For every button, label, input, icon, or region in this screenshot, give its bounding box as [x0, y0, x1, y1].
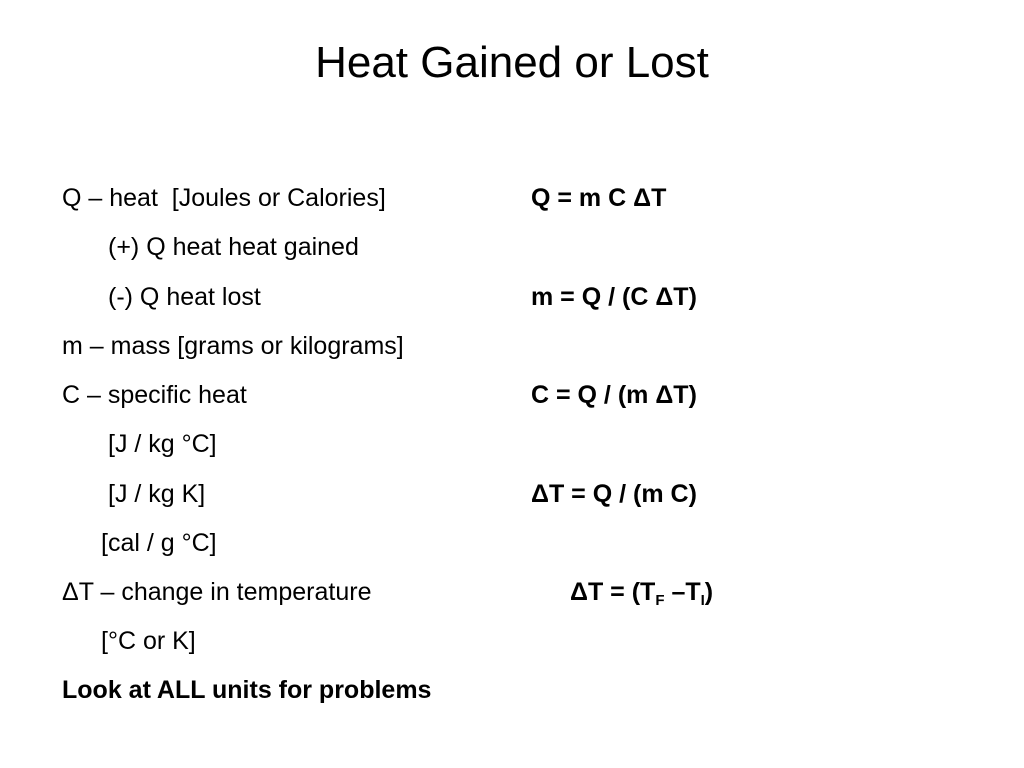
text-line: [J / kg °C] — [108, 430, 217, 458]
text-line: ΔT – change in temperature — [62, 578, 372, 606]
formula-part: ) — [704, 578, 714, 606]
text-line: (-) Q heat lost — [108, 283, 261, 311]
text-line: [cal / g °C] — [101, 529, 217, 557]
formula-subscript: F — [655, 592, 665, 609]
formula: m = Q / (C ΔT) — [531, 283, 697, 311]
text-line: [°C or K] — [101, 627, 196, 655]
text-line: C – specific heat — [62, 381, 247, 409]
text-line: (+) Q heat heat gained — [108, 233, 359, 261]
formula: ΔT = Q / (m C) — [531, 480, 697, 508]
formula: Q = m C ΔT — [531, 184, 667, 212]
slide-title: Heat Gained or Lost — [315, 38, 709, 87]
formula-part: ΔT = (T — [570, 578, 656, 606]
formula-part: –T — [664, 578, 701, 606]
text-line: m – mass [grams or kilograms] — [62, 332, 404, 360]
text-line: [J / kg K] — [108, 480, 206, 508]
formula: C = Q / (m ΔT) — [531, 381, 697, 409]
formula: ΔT = (TF –TI) — [570, 577, 714, 609]
text-line: Q – heat [Joules or Calories] — [62, 184, 386, 212]
text-line: Look at ALL units for problems — [62, 676, 432, 704]
formula-subscript: I — [700, 592, 705, 609]
